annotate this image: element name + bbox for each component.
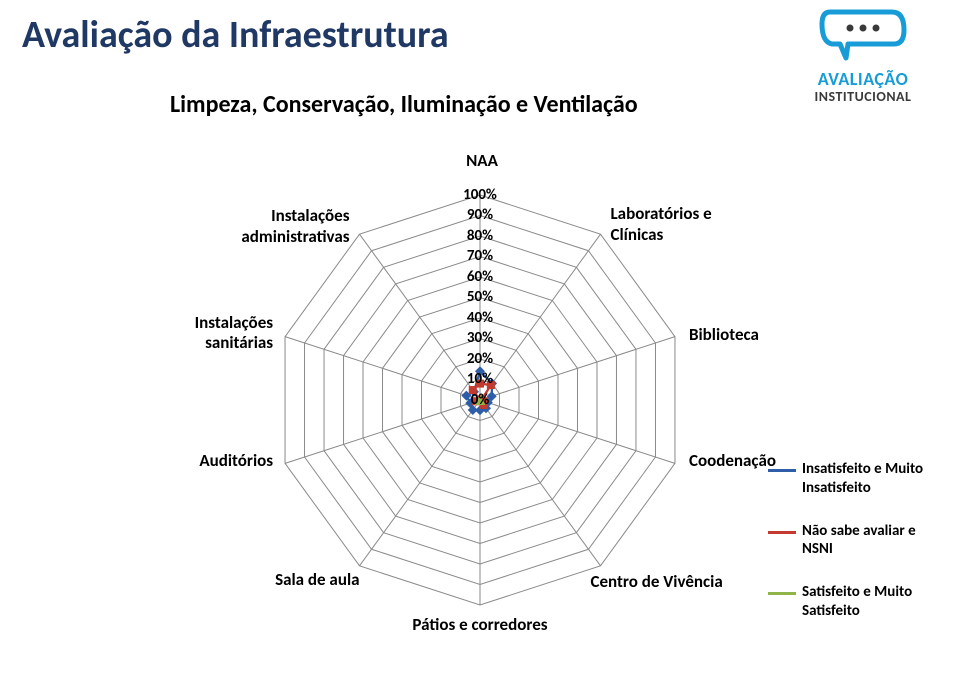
speech-bubble-icon — [818, 8, 908, 66]
radar-tick-label: 50% — [455, 288, 505, 306]
legend-label: Insatisfeito e Muito Insatisfeito — [802, 460, 948, 498]
logo: AVALIAÇÃO INSTITUCIONAL — [788, 8, 938, 105]
page-title: Avaliação da Infraestrutura — [22, 12, 449, 58]
radar-axis-label: Instalações sanitárias — [105, 313, 273, 354]
radar-tick-label: 90% — [455, 206, 505, 224]
radar-tick-label: 70% — [455, 247, 505, 265]
radar-axis-label: Pátios e corredores — [390, 615, 570, 635]
legend-swatch — [768, 531, 796, 534]
chart-subtitle: Limpeza, Conservação, Iluminação e Venti… — [170, 90, 638, 119]
radar-tick-label: 60% — [455, 268, 505, 286]
legend-item: Insatisfeito e Muito Insatisfeito — [768, 460, 948, 498]
radar-tick-label: 30% — [455, 329, 505, 347]
radar-tick-label: 100% — [455, 186, 505, 204]
legend-label: Satisfeito e Muito Satisfeito — [802, 583, 948, 621]
radar-axis-label: Auditórios — [115, 451, 273, 471]
radar-tick-label: 10% — [455, 370, 505, 388]
radar-tick-label: 40% — [455, 309, 505, 327]
radar-tick-label: 80% — [455, 227, 505, 245]
radar-axis-label: NAA — [452, 151, 512, 171]
radar-axis-label: Sala de aula — [210, 570, 360, 590]
radar-tick-label: 20% — [455, 350, 505, 368]
legend-item: Não sabe avaliar e NSNI — [768, 522, 948, 560]
legend-item: Satisfeito e Muito Satisfeito — [768, 583, 948, 621]
radar-tick-label: 0% — [455, 391, 505, 409]
radar-axis-label: Instalações administrativas — [170, 206, 350, 247]
page-root: { "title": { "text": "Avaliação da Infra… — [0, 0, 960, 699]
legend-swatch — [768, 469, 796, 472]
legend: Insatisfeito e Muito Insatisfeito Não sab… — [768, 460, 948, 645]
legend-label: Não sabe avaliar e NSNI — [802, 522, 948, 560]
radar-axis-label: Centro de Vivência — [590, 572, 790, 592]
logo-line1: AVALIAÇÃO — [788, 68, 938, 90]
radar-chart: NAALaboratórios e ClínicasBibliotecaCood… — [210, 130, 750, 670]
radar-axis-label: Biblioteca — [689, 325, 829, 345]
logo-line2: INSTITUCIONAL — [788, 88, 938, 105]
radar-axis-label: Laboratórios e Clínicas — [610, 204, 780, 245]
legend-swatch — [768, 592, 796, 595]
